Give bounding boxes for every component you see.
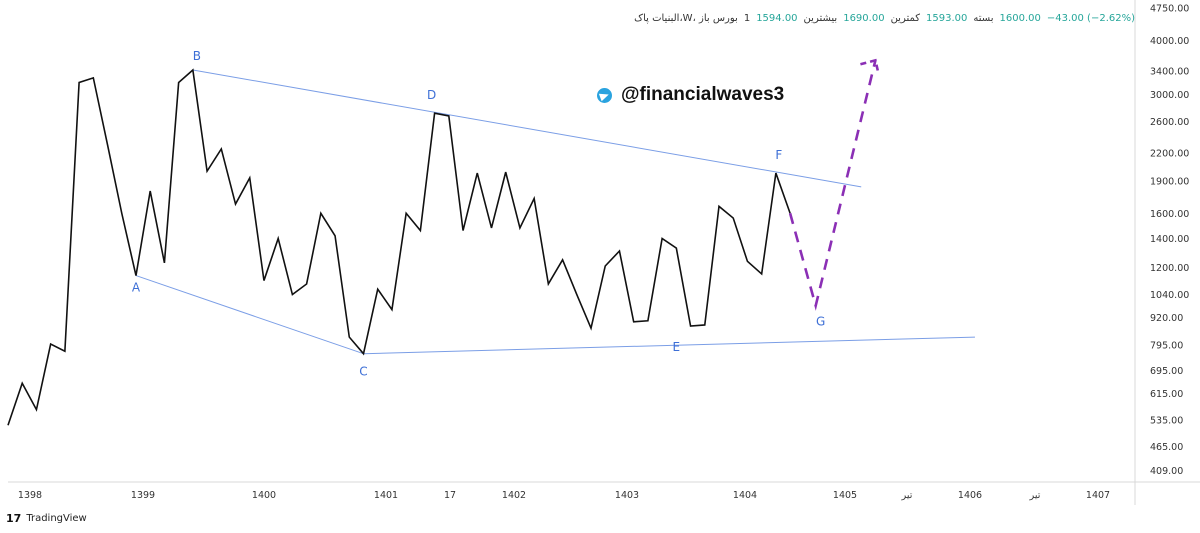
open-value: 1594.00 xyxy=(756,12,798,24)
trendline[interactable] xyxy=(192,69,862,188)
interval-label: 1 xyxy=(743,12,751,24)
x-tick-label: 1402 xyxy=(502,490,526,501)
y-tick-label: 795.00 xyxy=(1150,341,1183,352)
low-label: کمترین xyxy=(890,12,921,24)
y-tick-label: 2600.00 xyxy=(1150,117,1189,128)
y-tick-label: 695.00 xyxy=(1150,366,1183,377)
y-tick-label: 1400.00 xyxy=(1150,234,1189,245)
x-tick-label: تیر xyxy=(1029,490,1041,501)
tradingview-brand: TradingView xyxy=(26,513,87,524)
y-tick-label: 4000.00 xyxy=(1150,36,1189,47)
y-tick-label: 3000.00 xyxy=(1150,90,1189,101)
y-tick-label: 535.00 xyxy=(1150,415,1183,426)
y-tick-label: 1200.00 xyxy=(1150,263,1189,274)
x-tick-label: 1406 xyxy=(958,490,982,501)
change-value: −43.00 (−2.62%) xyxy=(1046,12,1135,24)
x-tick-label: 1404 xyxy=(733,490,757,501)
x-tick-label: 17 xyxy=(444,490,456,501)
projection-path[interactable] xyxy=(788,59,877,311)
trendline[interactable] xyxy=(363,336,975,355)
telegram-icon xyxy=(597,87,612,103)
y-tick-label: 3400.00 xyxy=(1150,67,1189,78)
y-tick-label: 615.00 xyxy=(1150,389,1183,400)
x-tick-label: 1398 xyxy=(18,490,42,501)
tradingview-logo-icon: 17 xyxy=(6,512,22,525)
point-label-e: E xyxy=(673,340,681,354)
point-label-b: B xyxy=(193,49,201,63)
high-value: 1690.00 xyxy=(843,12,885,24)
close-value: 1600.00 xyxy=(999,12,1041,24)
ohlc-header: البنیات پاک،W، بورس باز 1 1594.00 بیشتری… xyxy=(0,10,1135,26)
trendline[interactable] xyxy=(135,275,364,355)
point-label-c: C xyxy=(359,365,367,379)
y-tick-label: 409.00 xyxy=(1150,466,1183,477)
x-tick-label: 1400 xyxy=(252,490,276,501)
high-label: بیشترین xyxy=(803,12,838,24)
x-tick-label: 1401 xyxy=(374,490,398,501)
low-value: 1593.00 xyxy=(926,12,968,24)
x-tick-label: 1403 xyxy=(615,490,639,501)
symbol-label: البنیات پاک،W، بورس باز xyxy=(634,12,738,24)
point-label-g: G xyxy=(816,315,825,329)
point-label-d: D xyxy=(427,88,436,102)
y-tick-label: 920.00 xyxy=(1150,313,1183,324)
x-tick-label: تیر xyxy=(901,490,913,501)
x-tick-label: 1407 xyxy=(1086,490,1110,501)
close-label: بسته xyxy=(973,12,994,24)
tradingview-footer[interactable]: 17 TradingView xyxy=(6,512,87,525)
point-label-a: A xyxy=(132,281,141,295)
point-label-f: F xyxy=(775,148,782,162)
y-tick-label: 1040.00 xyxy=(1150,290,1189,301)
x-tick-label: 1399 xyxy=(131,490,155,501)
watermark: @financialwaves3 xyxy=(597,84,784,106)
projection-arrowhead xyxy=(860,58,880,74)
watermark-text: @financialwaves3 xyxy=(621,84,785,105)
y-tick-label: 465.00 xyxy=(1150,442,1183,453)
y-tick-label: 2200.00 xyxy=(1150,149,1189,160)
x-tick-label: 1405 xyxy=(833,490,857,501)
y-tick-label: 1600.00 xyxy=(1150,209,1189,220)
y-tick-label: 4750.00 xyxy=(1150,4,1189,15)
price-line[interactable] xyxy=(7,68,791,426)
y-tick-label: 1900.00 xyxy=(1150,176,1189,187)
